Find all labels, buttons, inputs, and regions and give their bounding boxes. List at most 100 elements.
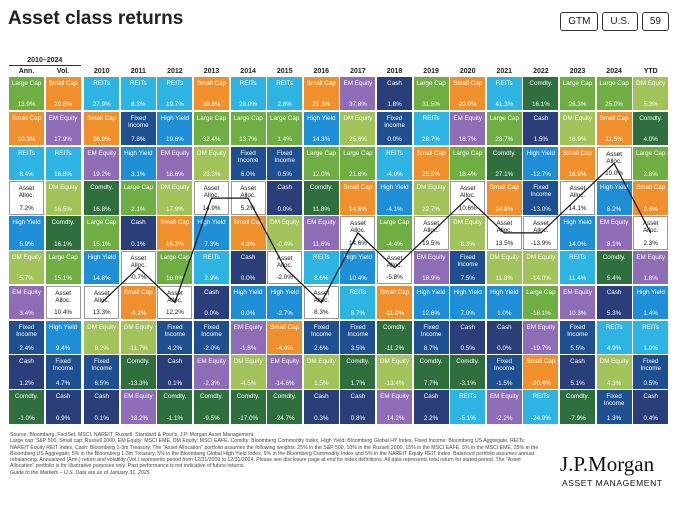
cell: High Yield -2.7% [267,285,303,320]
cell: Comdty. -17.0% [230,390,266,424]
cell-label: Fixed Income [493,358,515,373]
cell-value: -1.8% [239,344,257,352]
cell-label: REITs [18,149,35,157]
cell-value: -4.2% [130,310,147,318]
cell-value: 4.2% [167,344,183,352]
cell-label: REITs [312,254,330,261]
cell-value: 5.3% [606,310,622,318]
cell-label: High Yield [160,114,190,122]
cell-value: 10.3% [568,310,587,318]
cell-value: 1.5% [533,136,549,144]
cell-label: Cash [19,358,34,366]
cell: Comdty. 16.1% [523,77,559,111]
cell: Asset Alloc. -5.8% [377,251,412,285]
cell-value: 10.4% [348,275,367,283]
cell-label: Comdty. [639,114,663,122]
cell: EM Equity -18.2% [120,390,156,424]
cell-value: 7.5% [460,275,475,283]
cell-label: Large Cap [48,254,78,261]
cell-value: 1.2% [19,379,34,387]
cell-value: 0.1% [94,414,109,422]
cell-value: 3.4% [19,310,34,318]
cell: Comdty. 16.8% [84,181,120,215]
cell-value: 27.9% [92,101,111,109]
cell-value: 6.0% [240,170,256,178]
cell-label: Fixed Income [530,184,552,199]
cell-label: REITs [532,393,550,401]
cell-value: 2.2% [423,414,439,422]
cell-value: 11.8% [495,275,513,283]
page-title: Asset class returns [8,8,184,29]
cell-label: Small Cap [306,80,336,87]
cell-value: -1.0% [18,414,35,422]
cell-label: Small Cap [11,114,42,122]
cell-label: EM Equity [12,288,41,296]
cell: Asset Alloc. 7.2% [9,181,44,215]
cell: Asset Alloc. -13.9% [523,216,559,250]
cell: Asset Alloc. -2.0% [267,251,303,285]
cell-value: -14.6% [274,379,295,387]
cell-value: -2.3% [203,379,220,387]
cell-value: 20.6% [54,101,73,109]
cell-value: 14.3% [312,136,331,144]
cell: DM Equity -13.4% [377,355,412,389]
cell: Asset Alloc. 8.3% [303,285,339,320]
cell-label: Comdty. [456,358,480,366]
cell-value: 25.5% [422,170,441,178]
cell-label: REITs [569,254,586,261]
cell-label: Large Cap [452,149,483,157]
cell-label: DM Equity [306,358,336,366]
cell: EM Equity -14.6% [267,355,303,389]
cell-value: -17.0% [238,414,259,422]
cell-value: -18.2% [128,414,149,422]
cell: Comdty. -7.9% [560,390,595,424]
cell-label: Large Cap [86,219,117,227]
cell-value: 5.1% [570,379,585,387]
cell-label: Cash [570,358,585,366]
cell: EM Equity 17.9% [45,111,81,146]
cell-label: High Yield [197,219,226,227]
cell-label: REITs [386,149,403,157]
cell: Fixed Income 2.6% [303,320,339,354]
cell-label: High Yield [12,219,41,227]
cell-label: EM Equity [87,149,117,157]
cell-value: 9.4% [55,344,71,352]
cell-label: EM Equity [306,219,336,227]
cell: High Yield 14.3% [303,111,339,146]
cell-value: 13.5% [495,239,514,247]
cell-value: 14.9% [202,204,221,212]
cell-label: Small Cap [233,219,263,227]
cell-value: 20.0% [458,101,477,109]
cell: Large Cap 15.1% [45,251,81,285]
cell: DM Equity 8.3% [450,216,486,250]
cell-label: REITs [203,254,220,261]
cell-label: High Yield [233,288,263,296]
cell-value: 0.5% [277,170,292,178]
cell-label: DM Equity [489,254,519,261]
cell-label: Comdty. [602,254,626,261]
cell-value: -3.1% [459,379,476,387]
cell-value: 3.1% [131,170,146,178]
cell: REITs -5.1% [450,390,486,424]
cell-label: Fixed Income [91,358,113,373]
cell-label: Asset Alloc. [55,289,71,304]
cell-label: DM Equity [87,323,117,331]
cell-label: Large Cap [160,254,190,261]
cell: Small Cap 38.8% [194,77,229,111]
cell: REITs 27.9% [84,77,120,111]
cell-label: Small Cap [87,114,117,122]
cell: REITs 2.8% [267,77,303,111]
cell-value: 26.9% [92,136,111,144]
cell-label: Small Cap [636,184,666,192]
cell: Small Cap 20.0% [450,77,486,111]
cell-value: 14.6% [348,239,367,247]
cell-label: Comdty. [309,184,333,192]
cell-label: Fixed Income [640,358,662,373]
cell-value: 16.3% [165,240,184,248]
cell: Cash 5.1% [560,355,595,389]
cell: Small Cap -11.0% [377,285,412,320]
cell-value: 21.3% [312,101,331,109]
cell-value: 11.4% [568,275,587,283]
cell-label: Large Cap [269,114,300,122]
cell-value: 10.6% [458,204,477,212]
